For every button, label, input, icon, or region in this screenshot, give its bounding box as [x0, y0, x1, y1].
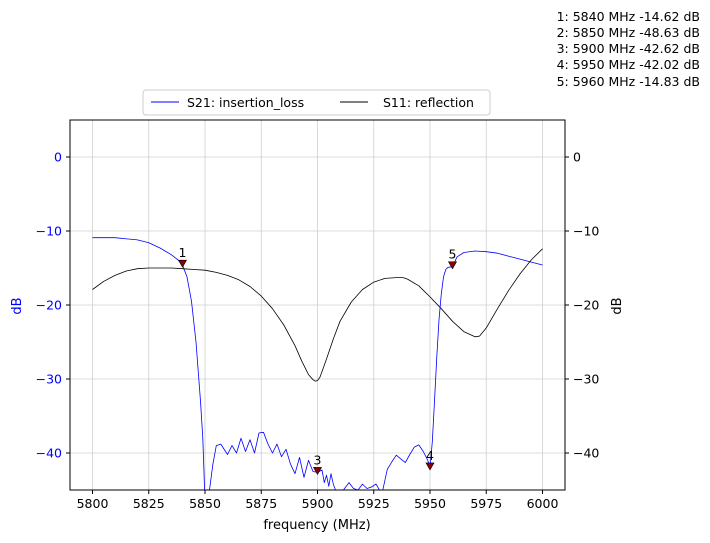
y-tick-label-right: −30 [573, 372, 599, 387]
marker-2 [201, 512, 209, 519]
legend-box [142, 89, 491, 116]
x-tick-label: 5950 [414, 496, 446, 511]
x-tick-label: 5875 [245, 496, 277, 511]
marker-layer: 123 45 [177, 245, 458, 519]
y-tick-label-left: −40 [36, 446, 62, 461]
marker-readout: 1: 5840 MHz -14.62 dB 2: 5850 MHz -48.63… [557, 9, 700, 89]
x-tick-label: 5900 [302, 496, 334, 511]
y-tick-label-right: −20 [573, 298, 599, 313]
marker-4 [425, 462, 435, 471]
marker-readout-line-2: 2: 5850 MHz -48.63 dB [557, 25, 700, 40]
marker-5 [447, 261, 458, 270]
y-tick-label-right: −40 [573, 446, 599, 461]
marker-readout-line-3: 3: 5900 MHz -42.62 dB [557, 41, 700, 56]
y-tick-label-left: −20 [36, 298, 62, 313]
x-tick-label: 5925 [358, 496, 390, 511]
marker-label-4: 4 [426, 448, 434, 463]
series-layer [92, 237, 543, 490]
x-tick-label: 6000 [527, 496, 559, 511]
axes: 5800 5825 5850 5875 5900 5925 5950 5975 6000 0 0 −1… [36, 150, 600, 512]
legend: S21: insertion_loss S11: reflection [142, 89, 491, 116]
marker-readout-line-1: 1: 5840 MHz -14.62 dB [557, 9, 700, 24]
marker-1 [177, 259, 188, 268]
y-axis-label-left: dB [10, 297, 25, 314]
legend-label-s11: S11: reflection [383, 95, 474, 110]
marker-label-5: 5 [449, 247, 457, 262]
y-tick-label-right: 0 [573, 150, 581, 165]
x-tick-label: 5825 [133, 496, 165, 511]
x-tick-label: 5800 [77, 496, 109, 511]
x-tick-label: 5850 [189, 496, 221, 511]
grid [70, 120, 565, 490]
marker-readout-line-5: 5: 5960 MHz -14.83 dB [557, 74, 700, 89]
marker-readout-line-4: 4: 5950 MHz -42.02 dB [557, 57, 700, 72]
marker-3 [312, 467, 323, 475]
y-tick-label-left: 0 [54, 150, 62, 165]
y-tick-label-right: −10 [573, 224, 599, 239]
y-axis-label-right: dB [610, 297, 625, 314]
y-tick-label-left: −30 [36, 372, 62, 387]
series-line-s11 [92, 248, 543, 382]
legend-label-s21: S21: insertion_loss [187, 95, 304, 110]
x-tick-label: 5975 [470, 496, 502, 511]
series-line-s21 [92, 237, 543, 490]
marker-label-3: 3 [314, 452, 322, 467]
x-axis-label: frequency (MHz) [263, 518, 370, 533]
y-tick-label-left: −10 [36, 224, 62, 239]
marker-label-1: 1 [179, 245, 187, 260]
